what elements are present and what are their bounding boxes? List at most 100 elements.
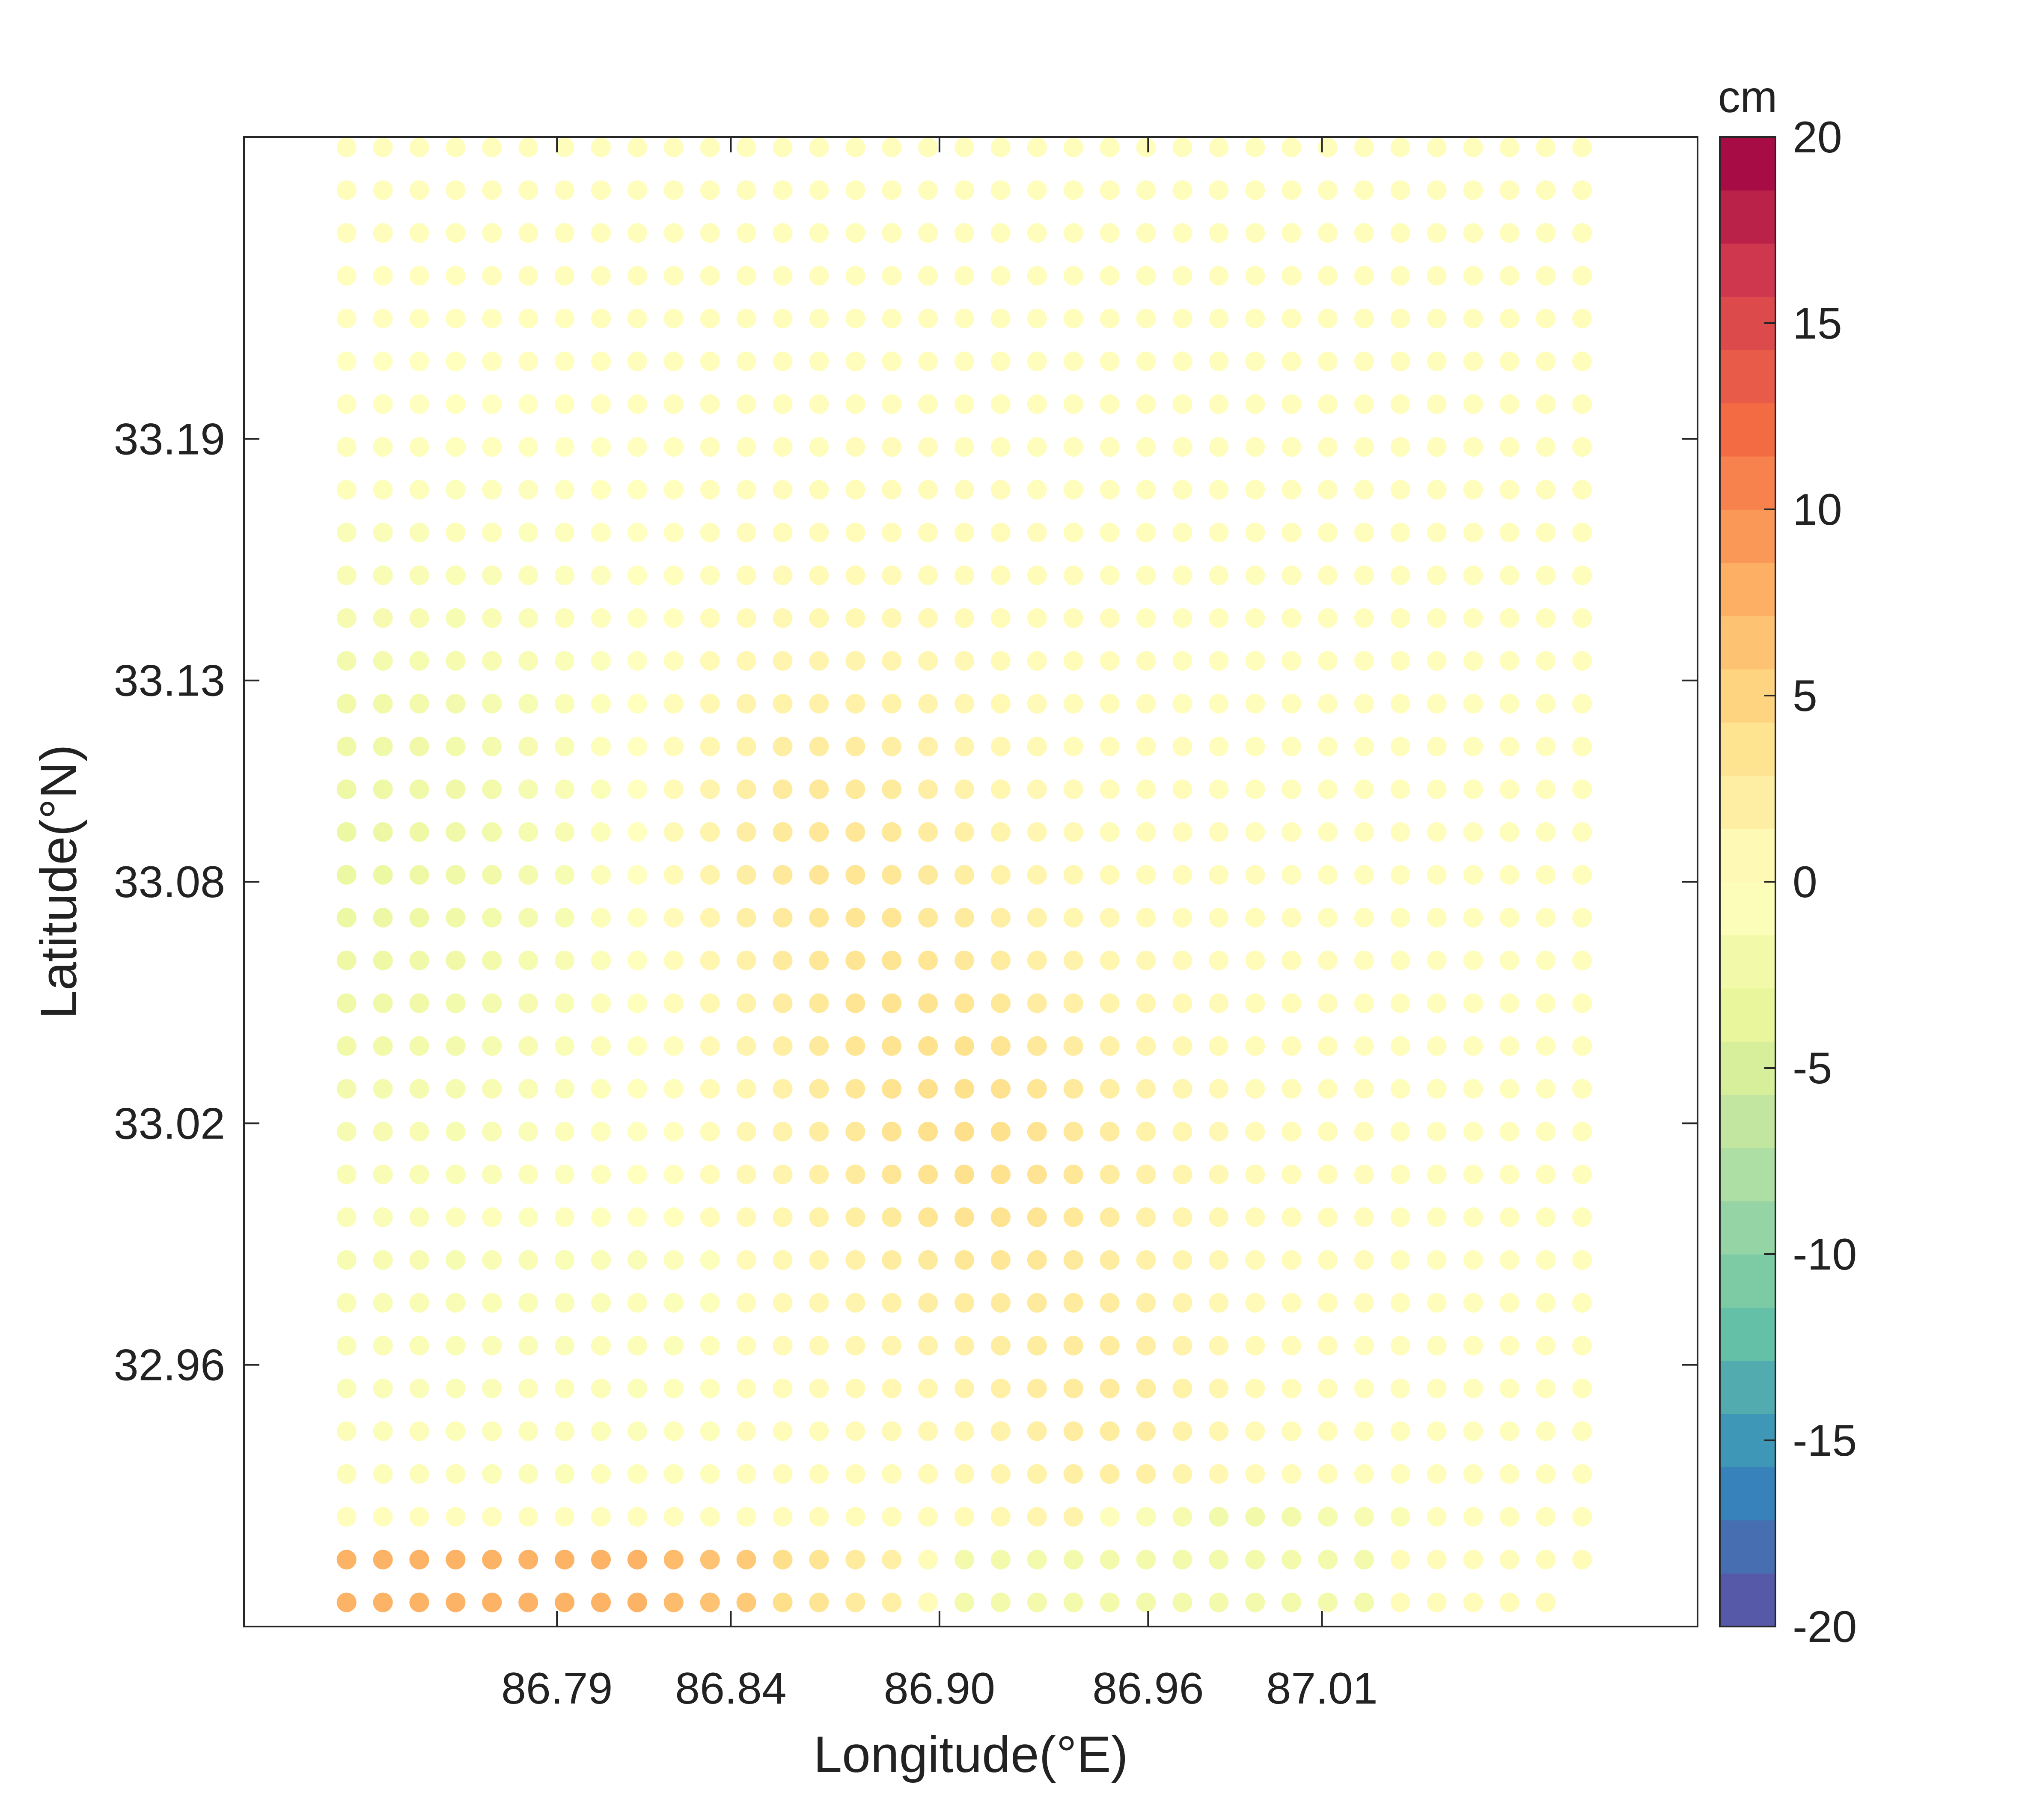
colorbar-tick-label: -5 [1793, 1044, 1832, 1093]
data-point [446, 1207, 466, 1227]
data-point [700, 950, 720, 970]
data-point [736, 1036, 756, 1056]
data-point [663, 1421, 684, 1441]
data-point [1536, 1464, 1556, 1484]
data-point [955, 523, 974, 543]
data-point [845, 437, 865, 457]
data-point [663, 651, 684, 671]
data-point [736, 1421, 756, 1441]
data-point [1027, 180, 1047, 200]
data-point [809, 351, 829, 372]
data-point [627, 1378, 647, 1398]
data-point [1390, 137, 1410, 158]
data-point [482, 993, 502, 1013]
data-point [918, 351, 938, 372]
data-point [1136, 779, 1156, 799]
data-point [663, 907, 684, 928]
data-point [409, 865, 429, 885]
data-point [409, 1378, 429, 1398]
data-point [1499, 651, 1519, 671]
data-point [882, 1250, 902, 1270]
data-point [955, 437, 974, 457]
data-point [1282, 1335, 1302, 1356]
data-point [1318, 223, 1338, 243]
data-point [1282, 180, 1302, 200]
data-point [845, 1250, 865, 1270]
data-point [627, 950, 647, 970]
data-point [955, 1164, 974, 1184]
data-point [700, 1121, 720, 1142]
data-point [663, 1036, 684, 1056]
data-point [882, 1079, 902, 1099]
data-point [1282, 651, 1302, 671]
data-point [773, 309, 793, 329]
data-point [336, 180, 357, 200]
data-point [1463, 180, 1483, 200]
data-point [1063, 1592, 1083, 1612]
data-point [446, 266, 466, 286]
data-point [555, 437, 575, 457]
data-point [446, 822, 466, 842]
data-point [518, 351, 538, 372]
data-point [700, 480, 720, 500]
data-point [773, 565, 793, 586]
data-point [918, 437, 938, 457]
data-point [1100, 180, 1120, 200]
data-point [736, 180, 756, 200]
data-point [1282, 137, 1302, 158]
data-point [1354, 1036, 1374, 1056]
data-point [845, 1592, 865, 1612]
data-point [482, 1079, 502, 1099]
colorbar-step [1720, 1307, 1775, 1361]
data-point [809, 1421, 829, 1441]
data-point [736, 480, 756, 500]
data-point [1245, 907, 1265, 928]
data-point [591, 351, 611, 372]
data-point [627, 309, 647, 329]
data-point [700, 822, 720, 842]
data-point [1209, 266, 1229, 286]
data-point [1209, 1549, 1229, 1570]
data-point [518, 907, 538, 928]
data-point [555, 1207, 575, 1227]
data-point [373, 1335, 393, 1356]
data-point [336, 1207, 357, 1227]
data-point [336, 865, 357, 885]
data-point [555, 1592, 575, 1612]
data-point [446, 1421, 466, 1441]
data-point [990, 1036, 1011, 1056]
colorbar-step [1720, 243, 1775, 297]
data-point [736, 779, 756, 799]
data-point [1572, 608, 1592, 628]
data-point [1245, 822, 1265, 842]
data-point [1536, 1378, 1556, 1398]
data-point [1063, 1507, 1083, 1527]
data-point [1427, 1293, 1447, 1313]
data-point [446, 694, 466, 714]
data-point [809, 1592, 829, 1612]
data-point [1390, 394, 1410, 414]
data-point [1282, 608, 1302, 628]
data-point [700, 651, 720, 671]
data-point [955, 737, 974, 756]
data-point [482, 565, 502, 586]
data-point [663, 1293, 684, 1313]
data-point [336, 1250, 357, 1270]
data-point [809, 523, 829, 543]
data-point [1282, 266, 1302, 286]
data-point [336, 1421, 357, 1441]
data-point [1499, 1592, 1519, 1612]
data-point [1499, 309, 1519, 329]
data-point [918, 1549, 938, 1570]
data-point [482, 822, 502, 842]
data-point [627, 1250, 647, 1270]
data-point [1463, 1121, 1483, 1142]
data-point [1427, 865, 1447, 885]
data-point [591, 137, 611, 158]
data-point [373, 565, 393, 586]
data-point [1572, 1036, 1592, 1056]
data-point [409, 1507, 429, 1527]
data-point [700, 907, 720, 928]
data-point [1572, 1507, 1592, 1527]
data-point [482, 1421, 502, 1441]
